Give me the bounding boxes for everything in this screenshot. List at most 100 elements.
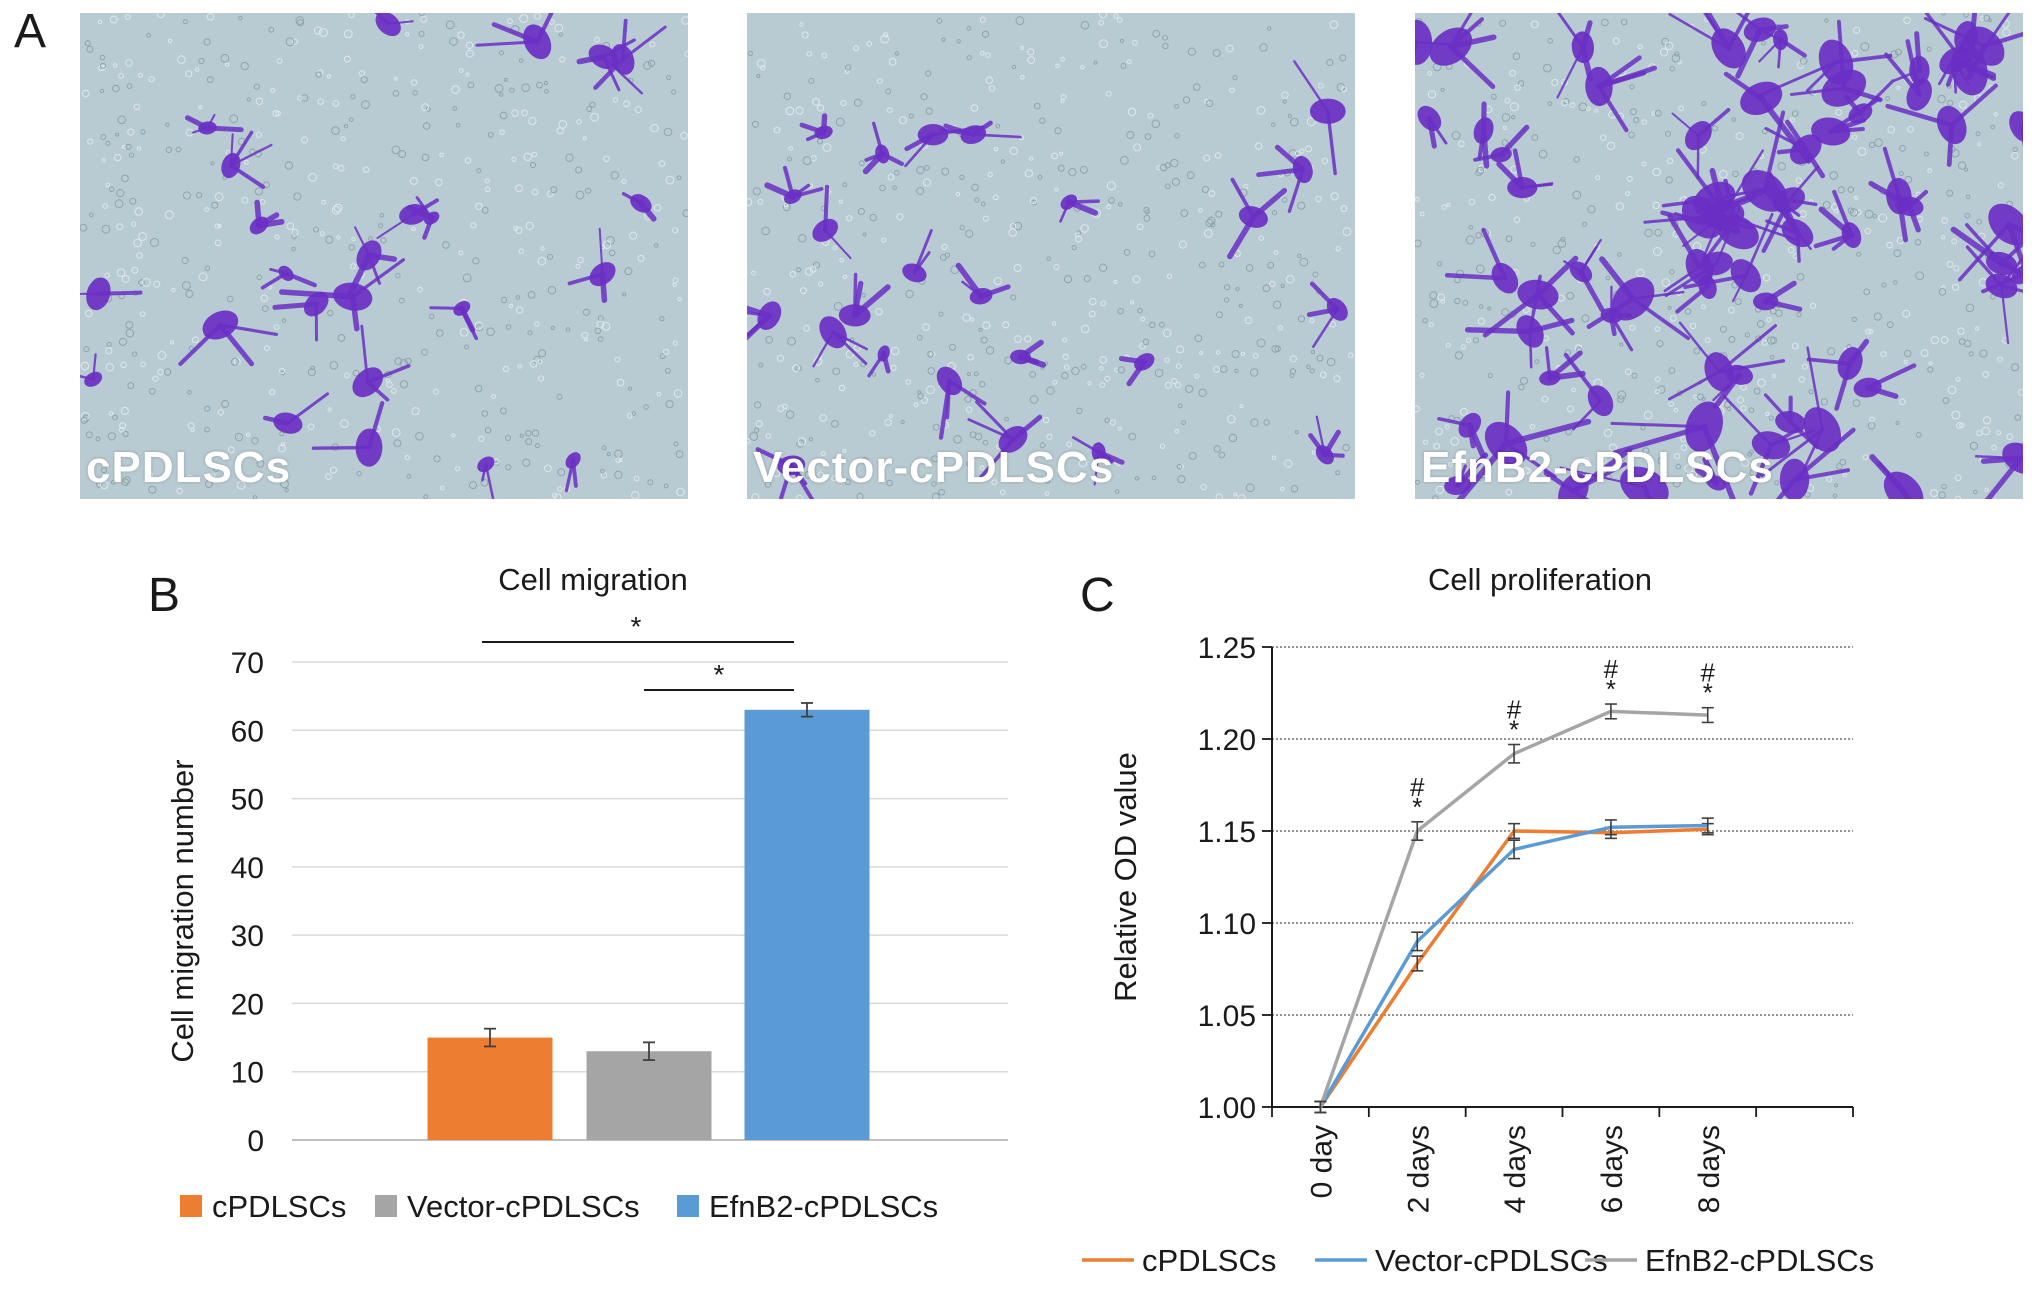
pore-dot <box>1046 256 1052 261</box>
pore-dot <box>757 198 764 205</box>
pore-dot <box>1940 336 1949 344</box>
pore-dot <box>1629 324 1636 331</box>
pore-dot <box>393 439 402 448</box>
pore-dot <box>1644 228 1653 238</box>
pore-dot <box>618 457 623 463</box>
pore-dot <box>487 131 494 138</box>
pore-dot <box>1306 364 1311 370</box>
pore-dot <box>1869 416 1875 423</box>
pore-dot <box>590 112 599 122</box>
pore-dot <box>440 485 445 491</box>
pore-dot <box>130 221 137 227</box>
pore-dot <box>982 215 989 222</box>
pore-dot <box>1113 13 1119 19</box>
pore-dot <box>1267 26 1272 31</box>
cell-process <box>429 306 464 310</box>
pore-dot <box>1959 422 1965 428</box>
y-tick-label: 1.15 <box>1198 816 1256 849</box>
pore-dot <box>1271 345 1280 353</box>
cell-process <box>602 55 643 95</box>
pore-dot <box>845 64 852 71</box>
pore-dot <box>1149 321 1156 329</box>
pore-dot <box>1941 217 1948 224</box>
pore-dot <box>1573 156 1580 163</box>
pore-dot <box>432 388 439 395</box>
pore-dot <box>927 367 936 375</box>
pore-dot <box>813 261 820 269</box>
pore-dot <box>144 465 151 472</box>
pore-dot <box>993 277 1002 286</box>
pore-dot <box>1274 345 1281 352</box>
pore-dot <box>1605 275 1611 281</box>
pore-dot <box>491 394 497 399</box>
pore-dot <box>121 478 130 487</box>
pore-dot <box>1460 344 1467 350</box>
cell-process <box>80 374 95 381</box>
pore-dot <box>1673 453 1681 460</box>
pore-dot <box>1219 365 1228 374</box>
pore-dot <box>1136 223 1144 231</box>
pore-dot <box>157 351 167 360</box>
pore-dot <box>1552 245 1562 255</box>
pore-dot <box>802 156 812 166</box>
pore-dot <box>1031 199 1038 206</box>
stained-cell <box>347 226 398 297</box>
cell-process <box>1868 180 1913 209</box>
pore-dot <box>759 64 766 71</box>
pore-dot <box>1280 283 1285 288</box>
pore-dot <box>102 203 109 209</box>
pore-dot <box>325 473 332 480</box>
pore-dot <box>1946 189 1954 197</box>
pore-dot <box>970 317 975 322</box>
pore-dot <box>537 375 545 382</box>
pore-dot <box>217 224 222 228</box>
pore-dot <box>536 81 543 89</box>
pore-dot <box>892 185 897 190</box>
pore-dot <box>499 407 507 415</box>
pore-dot <box>832 245 838 251</box>
pore-dot <box>481 410 489 417</box>
pore-dot <box>2012 146 2018 153</box>
pore-dot <box>1029 196 1037 205</box>
pore-dot <box>765 335 774 344</box>
pore-dot <box>198 57 205 65</box>
pore-dot <box>797 437 807 446</box>
pore-dot <box>931 455 939 463</box>
pore-dot <box>522 458 531 467</box>
pore-dot <box>246 97 252 102</box>
pore-dot <box>1719 325 1727 333</box>
stained-cell <box>755 447 815 499</box>
pore-dot <box>861 457 869 465</box>
pore-dot <box>1108 197 1115 204</box>
cell-process <box>747 305 772 319</box>
pore-dot <box>796 267 802 273</box>
pore-dot <box>890 364 897 371</box>
pore-dot <box>204 480 213 488</box>
cell-process <box>1663 265 1701 293</box>
pore-dot <box>1080 65 1085 70</box>
pore-dot <box>198 105 203 110</box>
pore-dot <box>992 194 999 201</box>
pore-dot <box>1127 107 1137 117</box>
cell-process <box>256 212 280 229</box>
pore-dot <box>253 83 260 90</box>
pore-dot <box>125 320 134 329</box>
pore-dot <box>499 111 508 120</box>
stained-cell <box>1763 393 1820 450</box>
pore-dot <box>663 348 670 356</box>
pore-dot <box>1294 430 1299 435</box>
pore-dot <box>527 330 533 336</box>
cell-process <box>1980 455 2023 464</box>
pore-dot <box>838 384 846 392</box>
cell-process <box>1696 134 1700 180</box>
cell-process <box>1455 452 1489 488</box>
pore-dot <box>1976 218 1983 225</box>
pore-dot <box>1243 183 1249 189</box>
pore-dot <box>1083 275 1091 283</box>
cell-process <box>1999 284 2023 293</box>
pore-dot <box>543 464 552 473</box>
pore-dot <box>664 367 671 374</box>
pore-dot <box>129 197 137 205</box>
pore-dot <box>204 405 211 412</box>
pore-dot <box>187 390 192 395</box>
